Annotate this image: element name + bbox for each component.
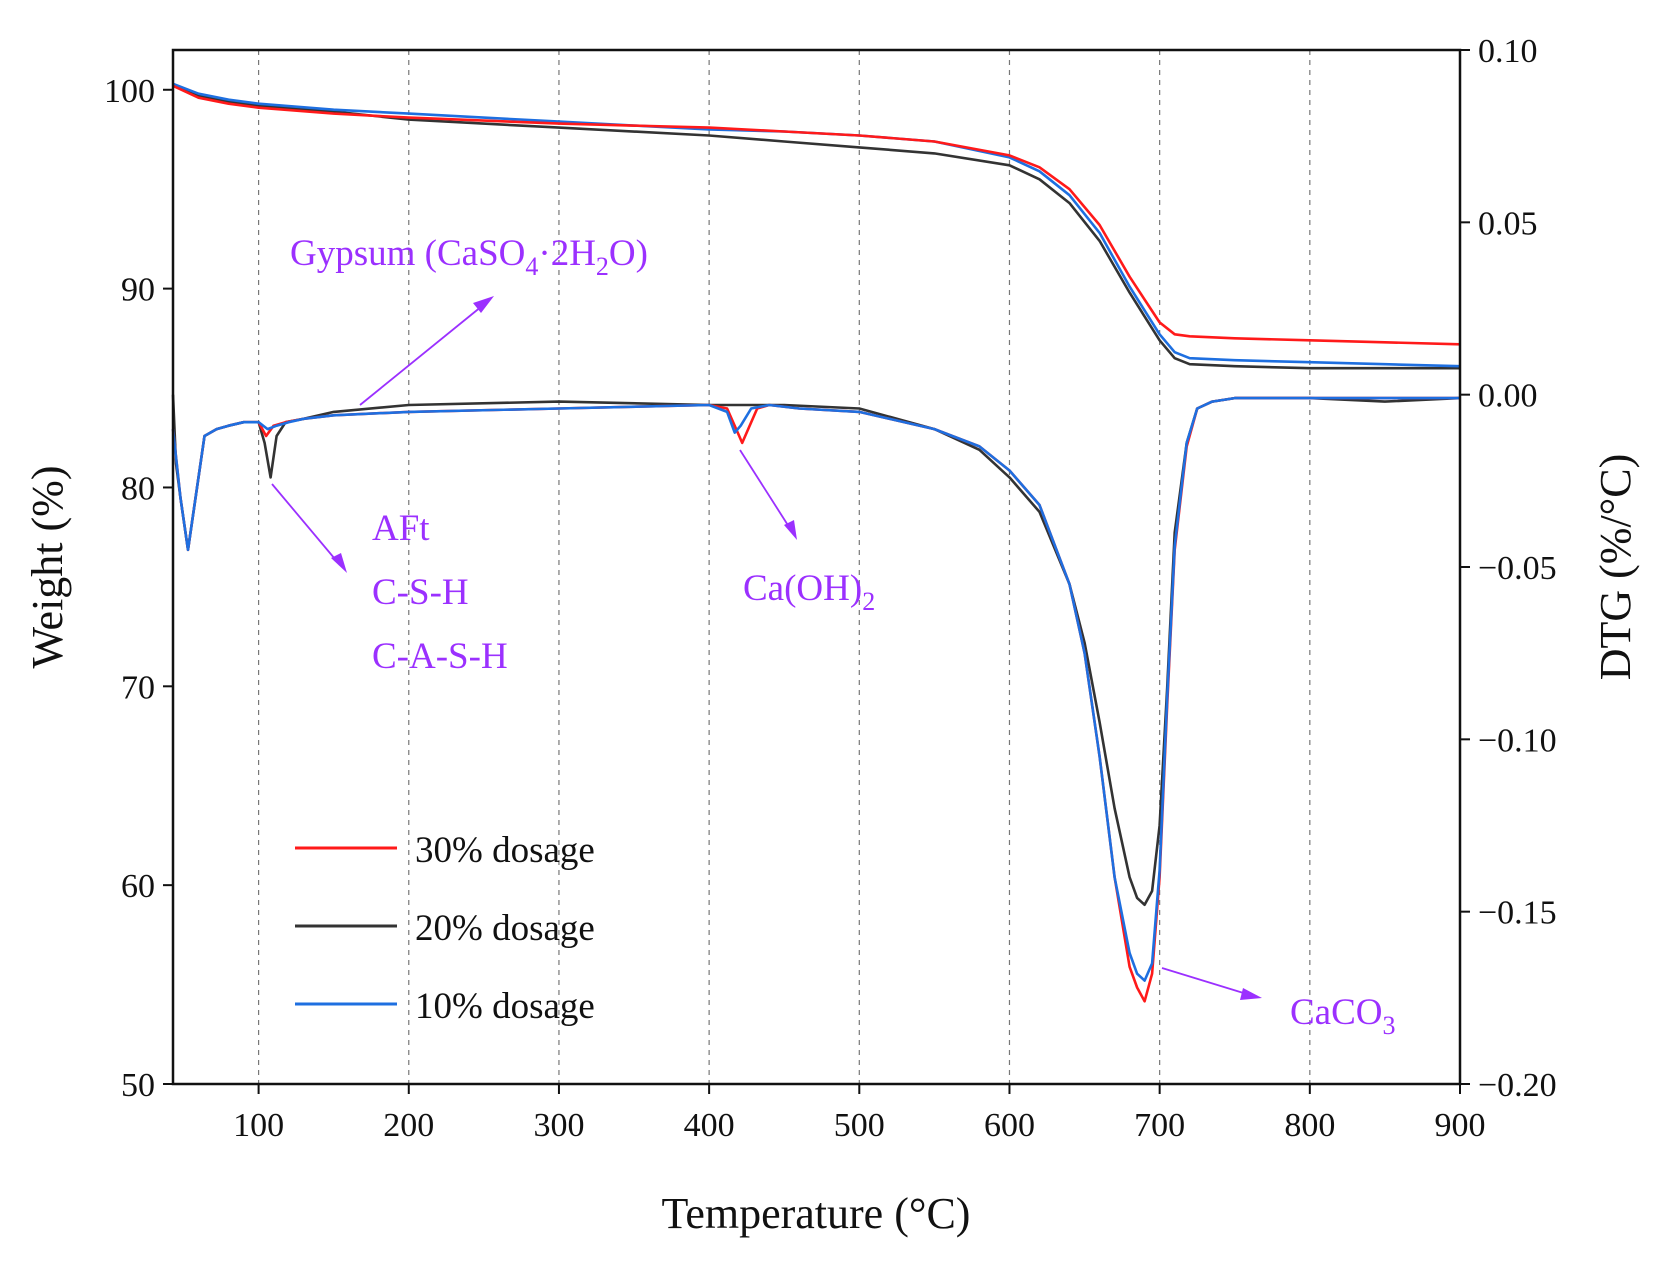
caco3-label-sub: 3 (1383, 1011, 1396, 1040)
legend-label-30: 30% dosage (415, 830, 595, 871)
y-right-tick-label-6: −0.20 (1478, 1067, 1557, 1104)
y-left-tick-label-90: 90 (121, 272, 155, 309)
y-left-tick-label-80: 80 (121, 470, 155, 507)
dtg-series-20-dosageline (171, 394, 1461, 907)
y-left-tick-label-60: 60 (121, 868, 155, 905)
series-layer (171, 82, 1461, 1003)
dtg-series-10-dosageline (171, 396, 1460, 982)
tg-series-20-dosageline (172, 84, 1460, 370)
x-axis-ticks: 100 200 300 400 500 600 700 800 900 (233, 1084, 1486, 1144)
caoh2-label: Ca(OH) (743, 568, 862, 609)
caoh2-label-sub: 2 (862, 587, 875, 616)
y-left-axis-title: Weight (%) (23, 466, 72, 669)
x-tick-label-900: 900 (1435, 1107, 1486, 1144)
legend-label-20: 20% dosage (415, 908, 595, 949)
aft-label-line3: C-A-S-H (372, 636, 508, 677)
gypsum-label-sub2: 2 (596, 252, 609, 281)
aft-label-line1: AFt (372, 508, 430, 549)
caco3-arrow-line (1161, 967, 1251, 996)
gypsum-label-part1: Gypsum (CaSO (290, 233, 525, 274)
tg-series-30-dosageline (172, 84, 1461, 346)
x-tick-label-500: 500 (834, 1107, 885, 1144)
x-tick-label-200: 200 (383, 1107, 434, 1144)
y-right-tick-label-2: 0.00 (1478, 378, 1538, 415)
x-axis-title: Temperature (°C) (662, 1189, 971, 1238)
legend: 30% dosage 20% dosage 10% dosage (295, 830, 595, 1027)
y-right-tick-label-1: 0.05 (1478, 205, 1538, 242)
annotation-gypsum: Gypsum (CaSO4·2H2O) (290, 233, 648, 406)
y-left-tick-label-50: 50 (121, 1067, 155, 1104)
tg-series-10-dosageline (172, 82, 1461, 368)
svg-text:CaCO3: CaCO3 (1290, 992, 1396, 1040)
y-right-tick-label-3: −0.05 (1478, 550, 1557, 587)
legend-label-10: 10% dosage (415, 986, 595, 1027)
annotation-caco3: CaCO3 (1161, 967, 1396, 1040)
y-left-tick-label-70: 70 (121, 669, 155, 706)
gypsum-label-sub4: 4 (525, 252, 538, 281)
x-tick-label-100: 100 (233, 1107, 284, 1144)
gypsum-label-part2: ·2H (538, 233, 596, 274)
y-right-tick-label-4: −0.10 (1478, 722, 1557, 759)
plot-frame (171, 48, 1462, 1086)
gypsum-label-part3: O) (609, 233, 648, 274)
caco3-label: CaCO (1290, 992, 1383, 1033)
svg-text:Gypsum (CaSO4·2H2O): Gypsum (CaSO4·2H2O) (290, 233, 648, 281)
y-right-tick-label-5: −0.15 (1478, 895, 1557, 932)
y-right-tick-label-0: 0.10 (1478, 33, 1538, 70)
x-tick-label-600: 600 (984, 1107, 1035, 1144)
aft-arrow-head (331, 553, 347, 573)
gypsum-arrow-head (473, 296, 494, 313)
y-left-axis-ticks: 50 60 70 80 90 100 (104, 73, 173, 1104)
y-right-axis-ticks: 0.10 0.05 0.00 −0.05 −0.10 −0.15 −0.20 (1460, 33, 1557, 1104)
x-tick-label-800: 800 (1284, 1107, 1335, 1144)
annotation-aft: AFt C-S-H C-A-S-H (271, 483, 508, 677)
aft-label-line2: C-S-H (372, 572, 469, 613)
aft-arrow-line (271, 483, 341, 566)
caco3-arrow-head (1240, 988, 1262, 1000)
caoh2-arrow-head (784, 520, 797, 540)
caoh2-arrow-line (739, 449, 792, 531)
svg-text:Ca(OH)2: Ca(OH)2 (743, 568, 875, 616)
y-right-axis-title: DTG (%/°C) (1591, 454, 1640, 681)
grid-lines (257, 50, 1311, 1084)
x-tick-label-700: 700 (1134, 1107, 1185, 1144)
annotation-caoh2: Ca(OH)2 (739, 449, 875, 616)
y-left-tick-label-100: 100 (104, 73, 155, 110)
x-tick-label-400: 400 (684, 1107, 735, 1144)
gypsum-arrow-line (359, 301, 488, 406)
dtg-series-30-dosageline (171, 396, 1460, 1003)
x-tick-label-300: 300 (533, 1107, 584, 1144)
